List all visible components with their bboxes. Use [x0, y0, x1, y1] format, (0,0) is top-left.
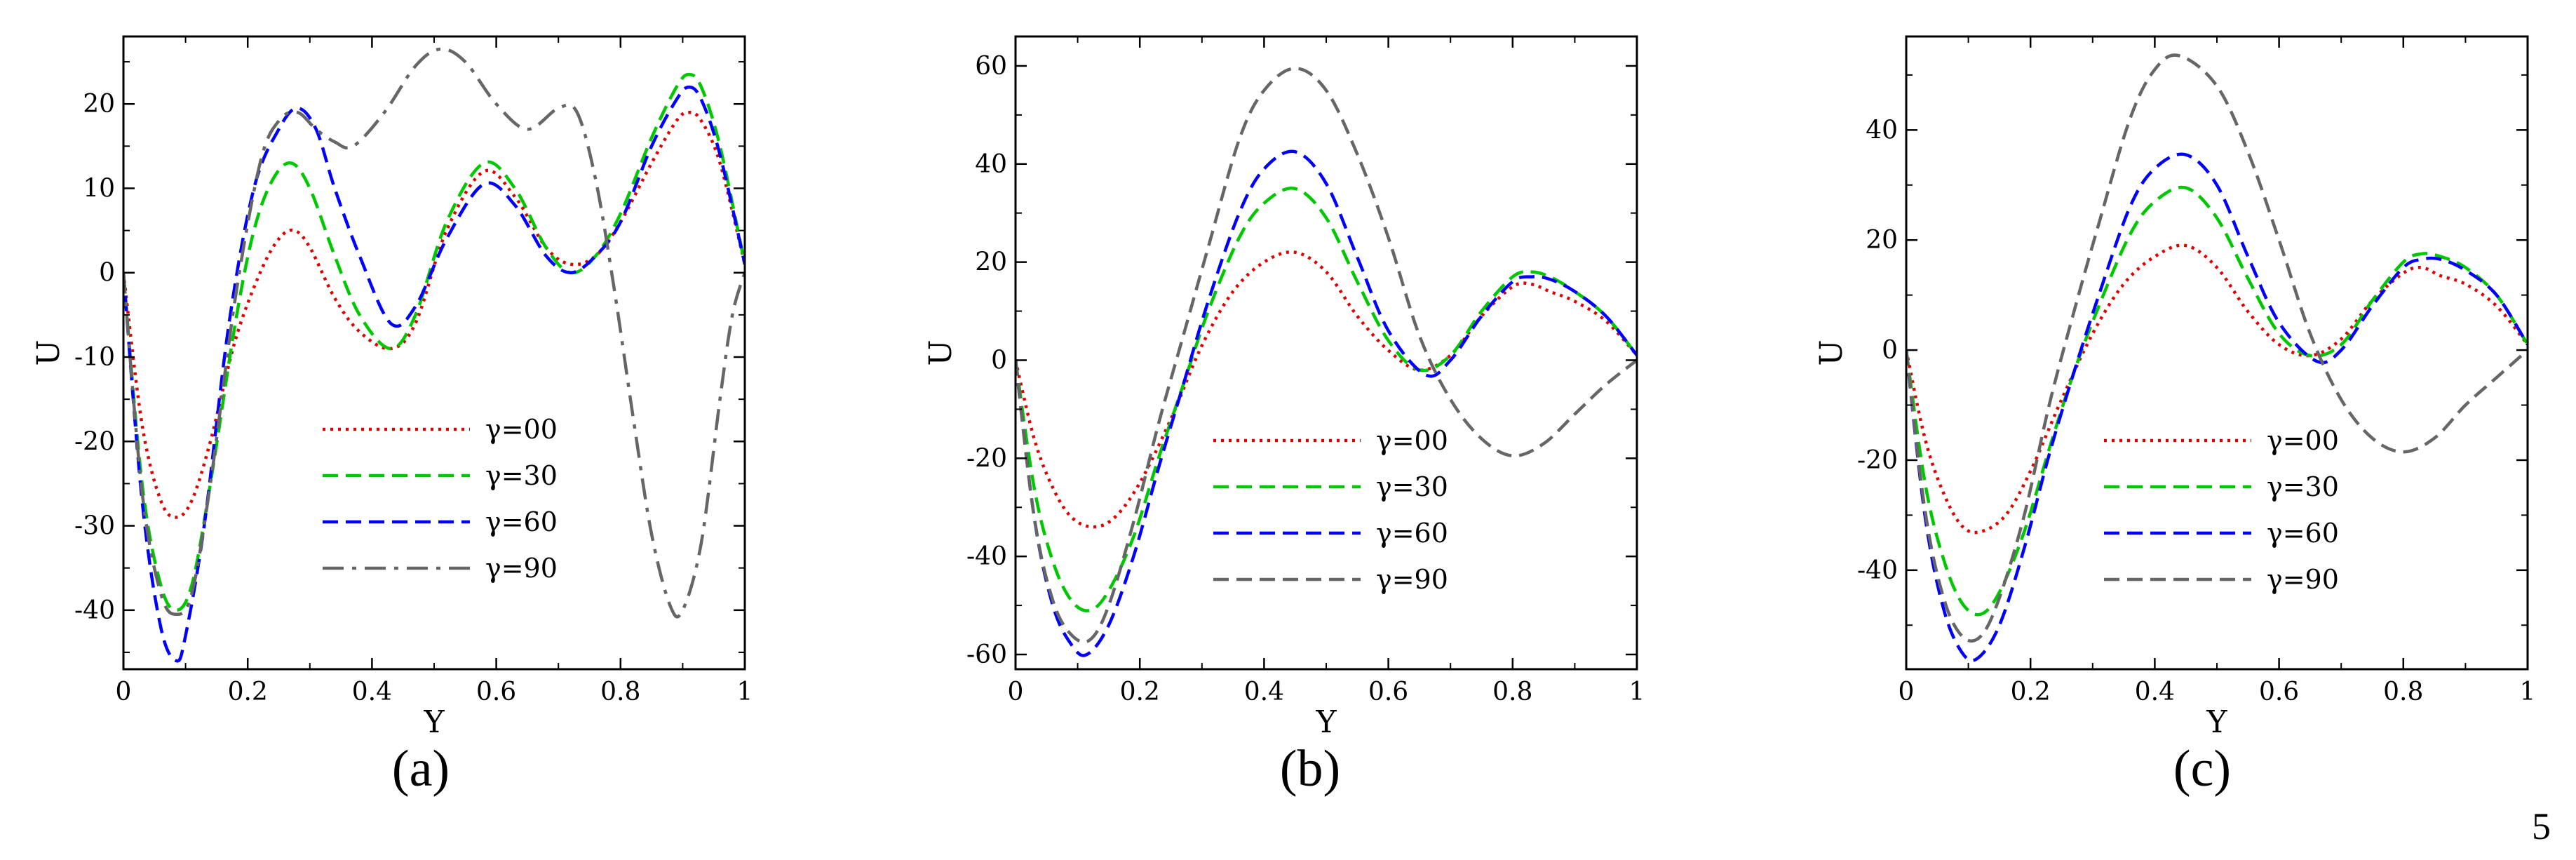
x-tick-label: 1	[2520, 678, 2536, 706]
legend: γ=00 γ=30 γ=60 γ=90	[1213, 425, 1448, 595]
legend-label: γ=00	[2267, 425, 2339, 456]
x-tick-label: 0.4	[2135, 678, 2175, 706]
series-group	[1016, 67, 1637, 657]
legend-label: γ=90	[1376, 564, 1448, 595]
y-tick-label: 40	[975, 150, 1007, 179]
legend: γ=00 γ=30 γ=60 γ=90	[2104, 425, 2339, 595]
legend-label: γ=90	[485, 553, 558, 584]
series-line-4	[1906, 53, 2528, 643]
x-tick-label: 0.6	[476, 678, 516, 706]
legend-label: γ=30	[485, 460, 558, 491]
panel-label-a: (a)	[392, 740, 450, 798]
chart-panel-b: 0 0.2 0.4 0.6 0.8 1 -60 -40 -20 0 20 40 60 Y Uγ=00 γ=30…	[923, 35, 1645, 740]
x-tick-label: 0.2	[2011, 678, 2051, 706]
series-line-2	[1016, 186, 1637, 612]
series-line-2	[123, 72, 745, 612]
x-tick-label: 0.8	[2383, 678, 2423, 706]
x-tick-label: 0.2	[228, 678, 268, 706]
x-tick-label: 0.8	[600, 678, 640, 706]
y-axis-title: U	[923, 340, 959, 365]
x-tick-label: 1	[737, 678, 753, 706]
y-tick-label: 0	[99, 259, 115, 288]
series-line-4	[123, 47, 745, 619]
caption-fragment: 5	[2532, 805, 2551, 847]
legend: γ=00 γ=30 γ=60 γ=90	[323, 414, 558, 584]
series-line-1	[1016, 250, 1637, 529]
y-tick-label: 20	[83, 90, 115, 119]
legend-label: γ=30	[2267, 471, 2339, 502]
y-tick-label: -30	[74, 512, 115, 541]
x-axis-title: Y	[423, 704, 445, 740]
y-tick-label: -40	[966, 542, 1007, 571]
y-tick-label: -40	[1857, 556, 1898, 585]
series-line-3	[1906, 152, 2528, 663]
series-line-4	[1016, 67, 1637, 644]
y-tick-label: -20	[966, 444, 1007, 473]
x-tick-label: 0.6	[2259, 678, 2299, 706]
x-tick-label: 0	[1008, 678, 1024, 706]
x-tick-label: 1	[1629, 678, 1645, 706]
y-tick-label: 60	[975, 52, 1007, 81]
x-tick-label: 0	[116, 678, 132, 706]
y-tick-label: 0	[1882, 336, 1898, 365]
x-tick-label: 0.2	[1120, 678, 1160, 706]
series-line-1	[123, 110, 745, 519]
series-line-1	[1906, 243, 2528, 535]
legend-label: γ=00	[485, 414, 558, 445]
y-tick-label: -10	[74, 343, 115, 372]
y-tick-label: -20	[74, 427, 115, 456]
legend-label: γ=60	[1376, 518, 1448, 549]
y-tick-label: 20	[1866, 226, 1898, 255]
x-axis-title: Y	[2206, 704, 2227, 740]
x-tick-label: 0.8	[1492, 678, 1532, 706]
legend-label: γ=90	[2267, 564, 2339, 595]
y-axis-title: U	[1814, 340, 1849, 365]
series-line-3	[123, 85, 745, 663]
y-tick-label: 40	[1866, 116, 1898, 145]
legend-label: γ=30	[1376, 471, 1448, 502]
x-tick-label: 0.4	[1244, 678, 1284, 706]
series-group	[123, 47, 745, 663]
y-tick-label: 20	[975, 248, 1007, 277]
chart-panel-c: 0 0.2 0.4 0.6 0.8 1-40-2002040YUγ=00γ=30γ=60γ…	[1814, 35, 2536, 740]
x-tick-label: 0.6	[1368, 678, 1408, 706]
legend-label: γ=00	[1376, 425, 1448, 456]
x-tick-label: 0.4	[352, 678, 392, 706]
panel-label-b: (b)	[1280, 740, 1340, 798]
legend-label: γ=60	[2267, 518, 2339, 549]
legend-label: γ=60	[485, 506, 558, 537]
x-axis-title: Y	[1315, 704, 1337, 740]
series-group	[1906, 53, 2528, 663]
series-line-3	[1016, 149, 1637, 657]
y-tick-label: -20	[1857, 446, 1898, 475]
panel-label-c: (c)	[2173, 740, 2231, 798]
y-tick-label: -60	[966, 640, 1007, 669]
y-tick-label: 0	[991, 346, 1007, 375]
y-axis-title: U	[31, 340, 67, 365]
series-line-2	[1906, 185, 2528, 617]
chart-panel-a: 0 0.2 0.4 0.6 0.8 1 -40 -30 -20 -10 0 10 20 Y Uγ=00 γ=3…	[31, 35, 753, 740]
x-tick-label: 0	[1899, 678, 1915, 706]
y-tick-label: 10	[83, 174, 115, 203]
y-tick-label: -40	[74, 596, 115, 625]
